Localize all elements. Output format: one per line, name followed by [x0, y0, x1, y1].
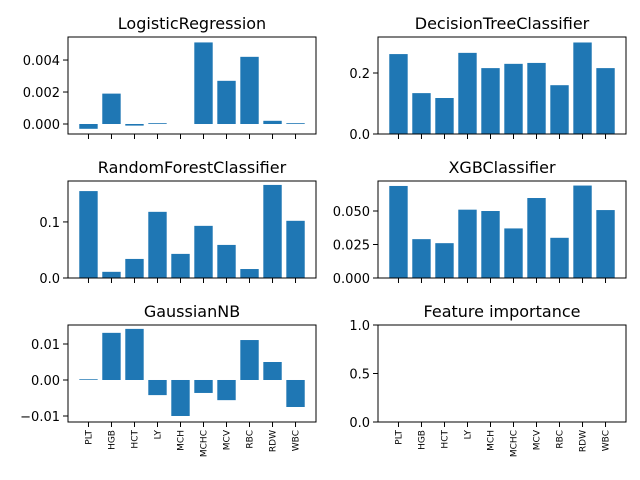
subplot-title: GaussianNB — [144, 302, 240, 321]
axes-frame — [67, 36, 317, 135]
bar — [573, 42, 592, 134]
bar — [102, 93, 121, 125]
y-tick-label: 1.0 — [349, 319, 370, 334]
bar — [481, 211, 500, 278]
subplot-title: DecisionTreeClassifier — [415, 14, 590, 33]
x-tick-label: MCH — [486, 430, 496, 451]
bar — [481, 68, 500, 134]
y-tick-label: 0.000 — [333, 272, 370, 287]
bar — [102, 271, 121, 278]
bar — [240, 269, 259, 278]
y-tick-label: 0.1 — [39, 216, 60, 231]
x-tick-label: LY — [463, 430, 473, 440]
bar — [240, 340, 259, 380]
bar — [102, 332, 121, 380]
y-tick-label: 0.01 — [31, 338, 60, 353]
y-tick-label: 0.000 — [23, 118, 60, 133]
x-tick-label: RBC — [246, 430, 256, 449]
bar — [596, 210, 615, 278]
bar — [263, 362, 282, 380]
bar — [148, 123, 167, 125]
subplot-title: XGBClassifier — [448, 158, 556, 177]
axes-frame — [377, 180, 627, 279]
bar — [389, 54, 408, 135]
x-tick-label: MCH — [176, 430, 186, 451]
bar — [435, 243, 454, 278]
bar — [458, 52, 477, 134]
bar — [527, 62, 546, 134]
subplot-title: Feature importance — [424, 302, 581, 321]
bar — [550, 85, 569, 134]
x-tick-label: HCT — [130, 430, 140, 449]
axes-frame — [67, 180, 317, 279]
bar — [125, 328, 144, 380]
x-tick-label: HGB — [107, 430, 117, 450]
bar — [217, 379, 236, 401]
y-tick-label: 0.0 — [349, 128, 370, 143]
bar — [217, 80, 236, 125]
bar — [240, 56, 259, 125]
bar — [148, 379, 167, 396]
bar — [263, 184, 282, 278]
x-tick-label: RBC — [556, 430, 566, 449]
bar — [504, 228, 523, 278]
bar — [263, 120, 282, 125]
y-tick-label: 0.050 — [333, 205, 370, 220]
axes-frame — [377, 324, 627, 423]
bar — [286, 220, 305, 278]
bar — [148, 211, 167, 278]
bar — [458, 209, 477, 278]
y-tick-label: 0.025 — [333, 239, 370, 254]
bar — [412, 239, 431, 278]
x-tick-label: RDW — [269, 430, 279, 452]
y-tick-label: 0.0 — [349, 416, 370, 431]
y-tick-label: −0.01 — [20, 410, 60, 425]
bar — [389, 185, 408, 278]
y-tick-label: 0.002 — [23, 86, 60, 101]
y-tick-label: 0.0 — [39, 272, 60, 287]
y-tick-label: 0.5 — [349, 368, 370, 383]
axes-frame — [67, 324, 317, 423]
subplot-title: LogisticRegression — [118, 14, 266, 33]
bar — [596, 68, 615, 134]
bar — [125, 124, 144, 126]
bar — [550, 237, 569, 278]
bar — [171, 253, 190, 278]
x-tick-label: MCHC — [200, 430, 210, 457]
x-tick-label: MCV — [533, 429, 543, 450]
bar — [286, 379, 305, 407]
x-tick-label: LY — [153, 430, 163, 440]
bar — [527, 198, 546, 278]
x-tick-label: PLT — [394, 430, 404, 445]
bar — [125, 258, 144, 278]
bar — [435, 98, 454, 134]
y-tick-label: 0.2 — [349, 67, 370, 82]
bar — [79, 379, 98, 380]
y-tick-label: 0.00 — [31, 374, 60, 389]
bar — [286, 123, 305, 125]
x-tick-label: PLT — [84, 430, 94, 445]
bar — [194, 42, 213, 125]
x-tick-label: MCV — [223, 429, 233, 450]
x-tick-label: HCT — [440, 430, 450, 449]
x-tick-label: MCHC — [510, 430, 520, 457]
bar — [412, 93, 431, 134]
x-tick-label: WBC — [602, 430, 612, 451]
bar — [79, 124, 98, 129]
bar — [194, 225, 213, 278]
y-tick-label: 0.004 — [23, 54, 60, 69]
x-tick-label: WBC — [292, 430, 302, 451]
bar — [79, 191, 98, 278]
x-tick-label: HGB — [417, 430, 427, 450]
bar — [217, 244, 236, 278]
bar — [573, 185, 592, 278]
bar — [194, 379, 213, 393]
axes-frame — [377, 36, 627, 135]
subplot-title: RandomForestClassifier — [98, 158, 287, 177]
x-tick-label: RDW — [579, 430, 589, 452]
bar — [504, 63, 523, 134]
bar — [171, 379, 190, 416]
